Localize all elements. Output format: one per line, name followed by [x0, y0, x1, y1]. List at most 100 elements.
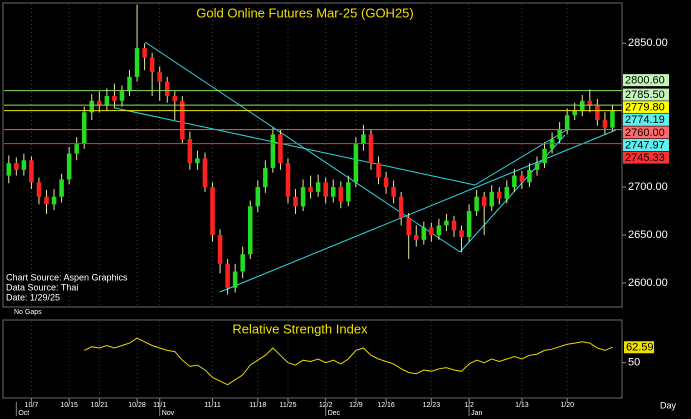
- trendline: [474, 127, 571, 186]
- candle-body: [180, 100, 185, 140]
- y-tick-label: 2850.00: [628, 37, 668, 49]
- x-tick-label: 10/21: [91, 402, 109, 409]
- level-label-box: [623, 101, 669, 114]
- candle-body: [368, 134, 374, 164]
- candle-body: [29, 160, 34, 183]
- candle-body: [315, 182, 321, 192]
- month-label: Dec: [328, 410, 341, 417]
- candle-body: [383, 177, 389, 188]
- candle-body: [278, 134, 283, 164]
- candle-body: [444, 220, 449, 226]
- candle-body: [217, 235, 223, 264]
- x-tick-label: 11/11: [204, 402, 221, 409]
- annotation: Data Source: Thai: [6, 282, 78, 292]
- candle-body: [36, 182, 42, 197]
- rsi-line: [83, 337, 613, 386]
- x-tick-label: 11/25: [279, 402, 296, 409]
- candle-body: [527, 169, 532, 183]
- candle-body: [127, 76, 132, 92]
- x-tick-label: 12/9: [349, 402, 363, 409]
- candle-body: [429, 227, 434, 236]
- candle-body: [361, 134, 366, 144]
- candle-body: [474, 196, 479, 212]
- level-label-box: [623, 139, 669, 152]
- x-tick-label: 1/13: [515, 402, 529, 409]
- candle-body: [413, 235, 419, 240]
- annotation: Chart Source: Aspen Graphics: [6, 272, 128, 282]
- rsi-title: Relative Strength Index: [232, 321, 368, 336]
- candle-body: [210, 187, 215, 236]
- x-tick-label: 10/7: [25, 402, 39, 409]
- level-label-box: [623, 151, 669, 164]
- candle-body: [202, 158, 208, 188]
- candle-body: [51, 196, 57, 205]
- x-tick-label: 11/18: [249, 402, 266, 409]
- candle-body: [225, 263, 230, 288]
- candle-body: [466, 211, 472, 237]
- candle-body: [353, 143, 359, 183]
- x-axis-label: Day: [660, 400, 677, 410]
- level-label: 2760.00: [625, 127, 665, 139]
- value-label-box: [624, 341, 654, 354]
- candle-body: [81, 112, 87, 144]
- candle-body: [497, 191, 502, 199]
- trendline: [144, 41, 461, 253]
- candle-body: [119, 91, 125, 101]
- candle-body: [587, 100, 593, 106]
- candle-body: [602, 120, 608, 128]
- candle-body: [610, 110, 615, 128]
- candle-body: [89, 100, 95, 113]
- level-label-box: [623, 88, 669, 101]
- candle-body: [572, 110, 577, 116]
- y-tick-label: 2700.00: [628, 181, 668, 193]
- candle-body: [330, 187, 336, 197]
- candle-body: [489, 191, 494, 207]
- candle-body: [195, 158, 200, 164]
- chart-title: Gold Online Futures Mar-25 (GOH25): [196, 5, 413, 20]
- level-label: 2785.50: [625, 89, 665, 101]
- candle-body: [74, 143, 79, 154]
- value-label: 62.59: [626, 342, 654, 354]
- candle-body: [285, 163, 291, 197]
- candle-body: [512, 175, 517, 188]
- candle-body: [44, 196, 49, 205]
- candle-body: [564, 115, 570, 130]
- y-tick-label: 2650.00: [628, 229, 668, 241]
- candle-body: [300, 187, 306, 207]
- candle-body: [557, 129, 562, 140]
- candle-body: [247, 206, 253, 255]
- candle-body: [263, 167, 268, 188]
- candle-body: [293, 196, 298, 207]
- candle-body: [187, 139, 193, 164]
- candle-body: [504, 187, 510, 199]
- level-label: 2774.19: [625, 114, 665, 126]
- candle-body: [595, 105, 600, 121]
- x-tick-label: 12/23: [423, 402, 441, 409]
- candle-body: [240, 254, 245, 272]
- candle-body: [142, 48, 147, 58]
- candle-body: [172, 96, 178, 101]
- candle-body: [66, 153, 72, 180]
- candle-body: [157, 72, 162, 82]
- level-label-box: [623, 113, 669, 126]
- rsi-panel: [2, 319, 623, 399]
- candle-body: [421, 227, 427, 240]
- candle-body: [112, 96, 117, 101]
- candle-body: [542, 148, 547, 164]
- candle-body: [270, 134, 276, 168]
- candle-body: [451, 220, 457, 231]
- x-tick-label: 12/16: [377, 402, 395, 409]
- candle-body: [232, 271, 238, 288]
- candle-body: [308, 187, 313, 192]
- x-tick-label: 10/28: [128, 402, 146, 409]
- x-tick-label: 10/15: [60, 402, 78, 409]
- level-label: 2747.97: [625, 139, 665, 151]
- trendline: [114, 107, 476, 186]
- candle-body: [481, 196, 487, 207]
- candle-body: [14, 163, 19, 170]
- candle-body: [376, 163, 381, 178]
- x-tick-label: 1/20: [560, 402, 574, 409]
- candle-body: [406, 217, 411, 236]
